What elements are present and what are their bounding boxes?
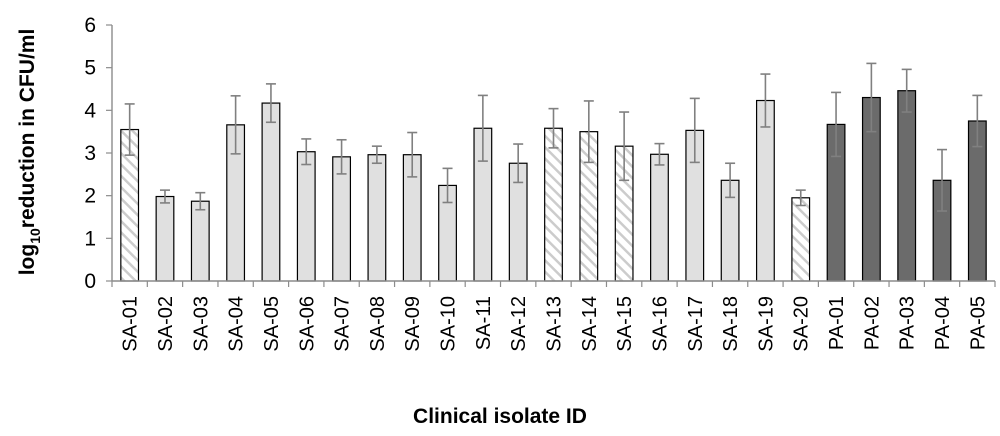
x-category-label: SA-11 bbox=[473, 296, 495, 350]
x-category-label: SA-20 bbox=[791, 296, 813, 352]
y-tick-label: 0 bbox=[84, 270, 96, 293]
x-category-label: SA-15 bbox=[614, 296, 636, 352]
x-category-label: SA-04 bbox=[226, 296, 248, 352]
y-tick-label: 4 bbox=[84, 99, 96, 122]
y-tick-label: 6 bbox=[84, 14, 96, 37]
x-category-label: SA-18 bbox=[720, 296, 742, 352]
x-category-label: SA-07 bbox=[332, 296, 354, 352]
bars-group bbox=[120, 90, 987, 282]
bar-sa-20 bbox=[791, 197, 811, 282]
bar-sa-02 bbox=[155, 195, 175, 282]
x-category-label: SA-19 bbox=[755, 296, 777, 352]
x-category-label: PA-02 bbox=[861, 296, 883, 350]
bar-sa-03 bbox=[190, 200, 210, 282]
x-category-label: SA-02 bbox=[155, 296, 177, 352]
x-category-label: PA-01 bbox=[826, 296, 848, 350]
x-axis-labels: SA-01 SA-02 SA-03 SA-04 SA-05 SA-06 SA-07 SA-08… bbox=[120, 296, 990, 352]
y-tick-label: 5 bbox=[84, 57, 96, 80]
y-axis-title: log10reduction in CFU/ml bbox=[16, 29, 43, 276]
bar-sa-16 bbox=[650, 153, 669, 282]
y-tick-label: 3 bbox=[84, 142, 96, 165]
x-category-label: SA-13 bbox=[544, 296, 566, 352]
x-category-label: SA-10 bbox=[438, 296, 460, 352]
y-axis-title-suffix: reduction in CFU/ml bbox=[16, 29, 39, 229]
x-category-label: SA-01 bbox=[120, 296, 142, 352]
y-axis-ticks: 0 1 2 3 4 5 6 bbox=[84, 14, 112, 293]
x-category-label: SA-17 bbox=[685, 296, 707, 352]
bar-sa-07 bbox=[332, 156, 352, 282]
x-category-label: SA-09 bbox=[402, 296, 424, 352]
y-tick-label: 2 bbox=[84, 185, 96, 208]
x-axis-title: Clinical isolate ID bbox=[413, 405, 587, 428]
bar-sa-13 bbox=[544, 127, 563, 282]
bar-sa-05 bbox=[261, 102, 281, 282]
x-category-label: PA-04 bbox=[932, 296, 954, 350]
x-category-label: SA-05 bbox=[261, 296, 283, 352]
y-axis-title-subscript: 10 bbox=[27, 228, 43, 244]
x-category-label: SA-12 bbox=[508, 296, 530, 352]
bar-pa-03 bbox=[897, 90, 917, 282]
x-category-label: SA-03 bbox=[190, 296, 212, 352]
error-bars-group bbox=[124, 62, 983, 212]
x-category-label: PA-03 bbox=[897, 296, 919, 350]
y-axis-title-prefix: log bbox=[16, 244, 39, 276]
y-tick-label: 1 bbox=[84, 227, 96, 250]
bar-sa-08 bbox=[367, 154, 387, 282]
x-category-label: SA-16 bbox=[649, 296, 671, 352]
x-category-label: SA-06 bbox=[296, 296, 318, 352]
x-category-label: SA-08 bbox=[367, 296, 389, 352]
x-category-label: PA-05 bbox=[967, 296, 989, 350]
x-category-label: SA-14 bbox=[579, 296, 601, 352]
bar-sa-06 bbox=[296, 151, 316, 282]
axes-group bbox=[111, 25, 996, 287]
